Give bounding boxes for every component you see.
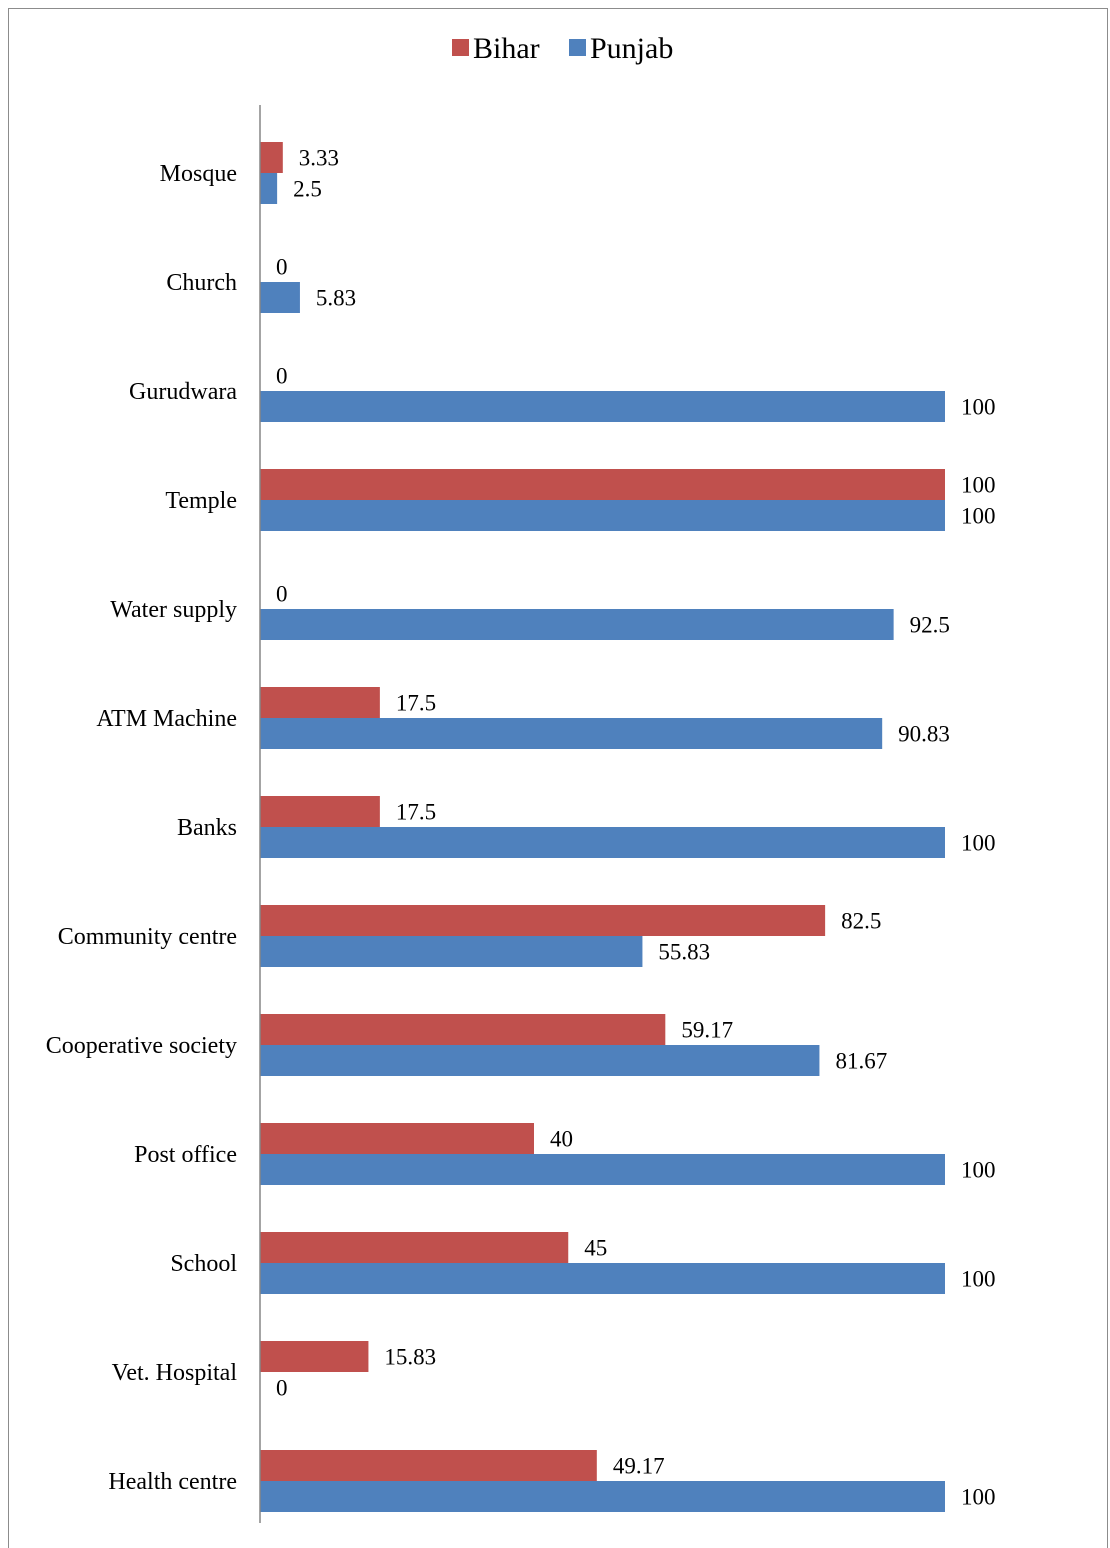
category-label-school: School <box>170 1251 237 1277</box>
bar-bihar-temple <box>260 469 945 500</box>
category-label-mosque: Mosque <box>160 161 237 187</box>
bar-punjab-cooperative-society <box>260 1045 820 1076</box>
data-label-punjab-vet-hospital: 0 <box>276 1376 288 1401</box>
data-label-bihar-mosque: 3.33 <box>299 146 339 171</box>
bar-punjab-gurudwara <box>260 391 945 422</box>
bar-punjab-mosque <box>260 173 278 204</box>
data-label-punjab-post-office: 100 <box>961 1158 996 1183</box>
bar-bihar-atm-machine <box>260 687 380 718</box>
data-label-punjab-health-centre: 100 <box>961 1485 996 1510</box>
data-label-punjab-church: 5.83 <box>316 286 356 311</box>
category-label-water-supply: Water supply <box>110 597 237 623</box>
data-label-punjab-water-supply: 92.5 <box>910 613 950 638</box>
data-label-bihar-atm-machine: 17.5 <box>396 691 436 716</box>
data-label-punjab-gurudwara: 100 <box>961 395 996 420</box>
data-label-bihar-water-supply: 0 <box>276 582 288 607</box>
bar-punjab-school <box>260 1263 945 1294</box>
bar-bihar-mosque <box>260 142 283 173</box>
chart-frame <box>8 8 1108 1548</box>
data-label-punjab-community-centre: 55.83 <box>658 940 710 965</box>
data-label-punjab-cooperative-society: 81.67 <box>835 1049 887 1074</box>
data-label-punjab-mosque: 2.5 <box>293 177 322 202</box>
bar-punjab-water-supply <box>260 609 894 640</box>
category-label-cooperative-society: Cooperative society <box>46 1033 237 1059</box>
data-label-punjab-banks: 100 <box>961 831 996 856</box>
data-label-punjab-temple: 100 <box>961 504 996 529</box>
data-label-punjab-atm-machine: 90.83 <box>898 722 950 747</box>
category-label-community-centre: Community centre <box>58 924 237 950</box>
bar-bihar-school <box>260 1232 569 1263</box>
bar-punjab-atm-machine <box>260 718 883 749</box>
bar-punjab-banks <box>260 827 945 858</box>
legend-label-bihar: Bihar <box>473 32 540 65</box>
bar-punjab-post-office <box>260 1154 945 1185</box>
bar-punjab-community-centre <box>260 936 643 967</box>
category-label-post-office: Post office <box>134 1142 237 1168</box>
bar-punjab-temple <box>260 500 945 531</box>
category-label-banks: Banks <box>177 815 237 841</box>
data-label-bihar-vet-hospital: 15.83 <box>384 1345 436 1370</box>
data-label-punjab-school: 100 <box>961 1267 996 1292</box>
data-label-bihar-banks: 17.5 <box>396 800 436 825</box>
data-label-bihar-school: 45 <box>584 1236 607 1261</box>
category-label-temple: Temple <box>165 488 237 514</box>
data-label-bihar-post-office: 40 <box>550 1127 573 1152</box>
category-label-gurudwara: Gurudwara <box>129 379 237 405</box>
category-label-church: Church <box>166 270 237 296</box>
data-label-bihar-health-centre: 49.17 <box>613 1454 665 1479</box>
bar-bihar-vet-hospital <box>260 1341 369 1372</box>
category-label-atm-machine: ATM Machine <box>96 706 237 732</box>
legend: Bihar Punjab <box>452 32 673 65</box>
data-label-bihar-gurudwara: 0 <box>276 364 288 389</box>
bar-bihar-post-office <box>260 1123 534 1154</box>
labels-group: Mosque 3.33 2.5 Church 0 5.83 Gurudwara 0 100 Tem… <box>46 146 996 1510</box>
data-label-bihar-church: 0 <box>276 255 288 280</box>
data-label-bihar-temple: 100 <box>961 473 996 498</box>
bars-group <box>260 142 945 1512</box>
bar-bihar-health-centre <box>260 1450 597 1481</box>
category-label-vet-hospital: Vet. Hospital <box>112 1360 238 1386</box>
category-label-health-centre: Health centre <box>108 1469 237 1495</box>
data-label-bihar-cooperative-society: 59.17 <box>681 1018 733 1043</box>
data-label-bihar-community-centre: 82.5 <box>841 909 881 934</box>
bar-bihar-community-centre <box>260 905 826 936</box>
bar-bihar-cooperative-society <box>260 1014 666 1045</box>
legend-swatch-punjab <box>569 39 586 56</box>
legend-label-punjab: Punjab <box>590 32 673 65</box>
bar-punjab-health-centre <box>260 1481 945 1512</box>
legend-swatch-bihar <box>452 39 469 56</box>
bar-punjab-church <box>260 282 300 313</box>
bar-bihar-banks <box>260 796 380 827</box>
